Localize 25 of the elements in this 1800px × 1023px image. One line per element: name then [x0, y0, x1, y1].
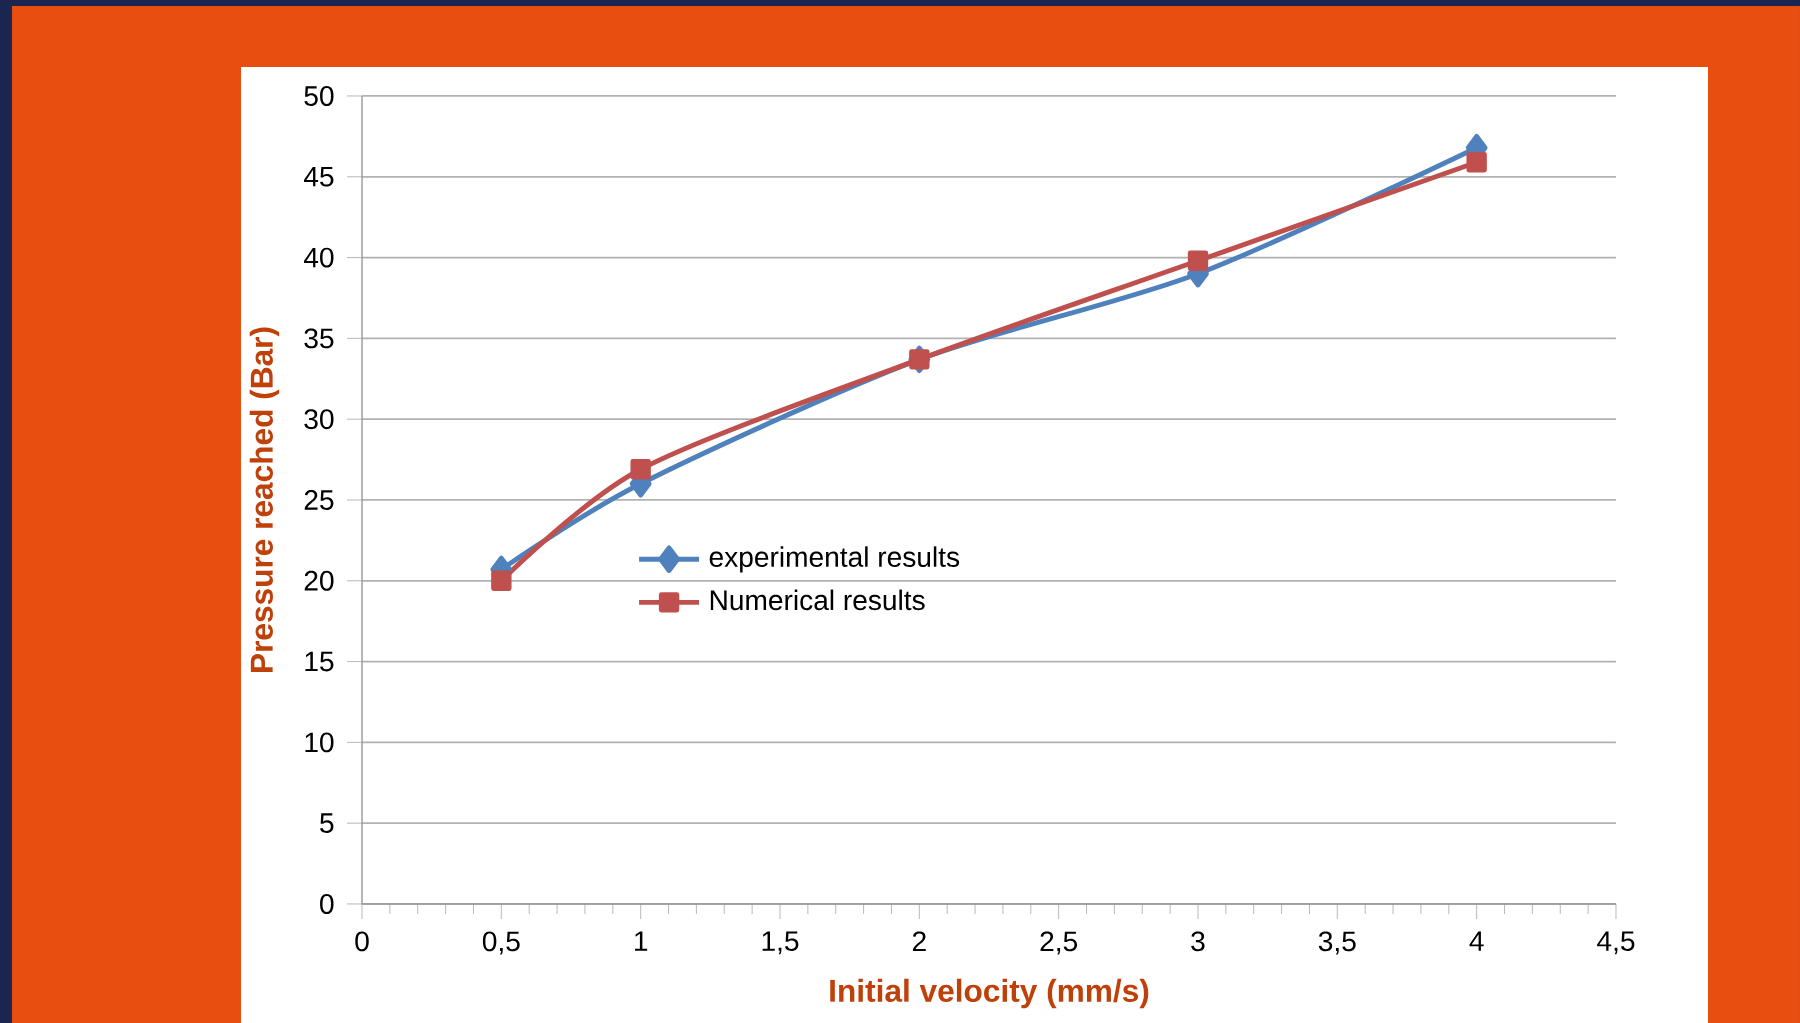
legend-label: experimental results [709, 546, 960, 573]
y-tick-label: 20 [304, 570, 334, 591]
y-tick-label: 10 [305, 732, 334, 753]
x-axis-title: Initial velocity (mm/s) [830, 978, 1149, 1009]
x-tick-label: 0,5 [482, 931, 520, 955]
y-tick-label: 35 [304, 328, 334, 349]
x-tick-label: 2,5 [1040, 931, 1078, 955]
legend-label: Numerical results [710, 589, 925, 611]
x-tick-label: 0 [355, 931, 369, 952]
y-tick-label: 25 [304, 490, 334, 510]
y-tick-label: 30 [304, 409, 334, 430]
x-tick-label: 2 [912, 931, 926, 952]
x-tick-label: 1,5 [762, 931, 799, 955]
x-tick-label: 4 [1469, 931, 1484, 951]
x-tick-label: 3 [1191, 931, 1205, 952]
y-tick-label: 45 [303, 166, 334, 187]
y-tick-label: 5 [320, 813, 334, 833]
y-axis-title: Pressure reached (Bar) [249, 327, 280, 672]
x-tick-label: 3,5 [1318, 931, 1356, 955]
y-tick-label: 15 [305, 651, 334, 672]
y-tick-label: 50 [304, 86, 334, 106]
y-tick-label: 40 [303, 247, 334, 268]
x-tick-label: 1 [635, 931, 648, 951]
x-tick-label: 4,5 [1597, 931, 1635, 955]
y-tick-label: 0 [320, 894, 334, 914]
